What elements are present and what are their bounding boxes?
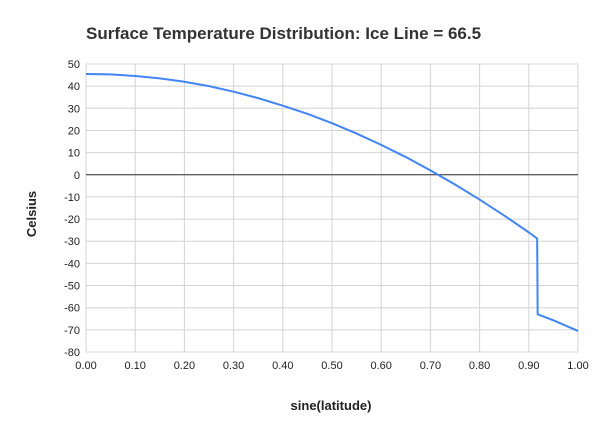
y-tick-label: -20 <box>64 214 80 226</box>
y-tick-label: 50 <box>68 59 80 71</box>
x-tick-label: 0.60 <box>370 360 391 372</box>
x-tick-label: 0.40 <box>272 360 293 372</box>
x-tick-label: 0.70 <box>420 360 441 372</box>
y-tick-label: -30 <box>64 236 80 248</box>
x-tick-label: 0.80 <box>469 360 490 372</box>
series-group <box>85 72 579 332</box>
y-tick-labels: 50 40 30 20 10 0 -10 -20 -30 -40 -50 -60 -70 -80 <box>64 59 80 359</box>
y-tick-label: -70 <box>64 325 80 337</box>
y-axis-label: Celsius <box>24 191 39 237</box>
x-tick-label: 0.30 <box>223 360 244 372</box>
chart-title: Surface Temperature Distribution: Ice Li… <box>86 24 481 43</box>
y-tick-label: 0 <box>74 170 80 182</box>
gridlines <box>85 63 579 353</box>
y-tick-label: -50 <box>64 281 80 293</box>
y-tick-label: 20 <box>68 125 80 137</box>
x-tick-labels: 0.00 0.10 0.20 0.30 0.40 0.50 0.60 0.70 0.80 0.90… <box>75 360 588 372</box>
x-tick-label: 0.10 <box>124 360 145 372</box>
x-tick-label: 0.20 <box>174 360 195 372</box>
temperature-series-line <box>85 72 579 332</box>
y-tick-label: -80 <box>64 347 80 359</box>
y-tick-label: 10 <box>68 148 80 160</box>
y-tick-label: 30 <box>68 103 80 115</box>
x-tick-label: 0.00 <box>75 360 96 372</box>
y-tick-label: -40 <box>64 258 80 270</box>
x-tick-label: 0.90 <box>518 360 539 372</box>
x-tick-label: 1.00 <box>567 360 588 372</box>
y-tick-label: -60 <box>64 303 80 315</box>
y-tick-label: -10 <box>64 192 80 204</box>
x-tick-label: 0.50 <box>321 360 342 372</box>
x-axis-label: sine(latitude) <box>291 398 372 413</box>
y-tick-label: 40 <box>68 81 80 93</box>
